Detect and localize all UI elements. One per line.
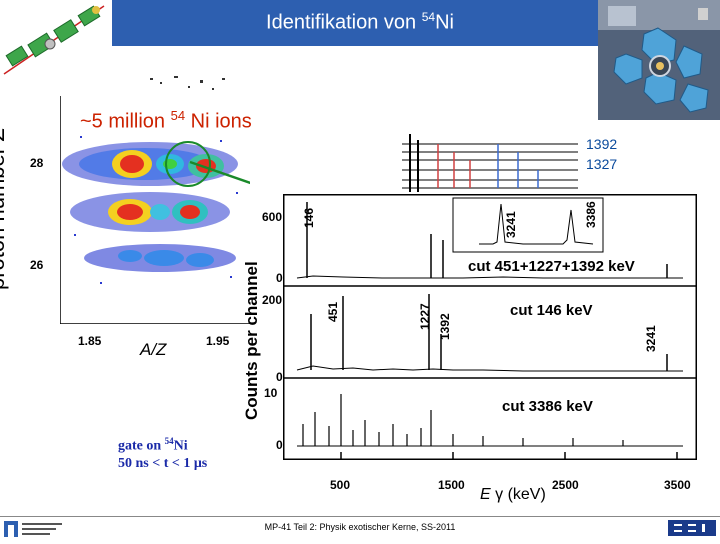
gamma-spectra-frame: [283, 194, 697, 460]
id-plot-ytick-26: 26: [30, 258, 44, 272]
id-plot-ylabel: proton number Z: [0, 127, 9, 290]
panel2-cut-label: cut 146 keV: [510, 302, 593, 319]
university-logo: [2, 517, 98, 539]
id-plot-xlabel: A/Z: [140, 340, 167, 359]
panel1-cut-label: cut 451+1227+1392 keV: [468, 258, 635, 275]
gate-label: gate on 54Ni: [118, 436, 188, 454]
footer-divider: [0, 516, 720, 517]
beamline-logo-image: [0, 0, 112, 96]
id-plot-xtick-1-85: 1.85: [78, 334, 102, 348]
ions-count-label: ~5 million 54 Ni ions: [80, 108, 252, 133]
panel1-ytick-zero: 0: [276, 271, 283, 285]
panel3-cut-label: cut 3386 keV: [502, 398, 593, 415]
peak-146: 146: [302, 207, 316, 228]
footer-text: MP-41 Teil 2: Physik exotischer Kerne, S…: [264, 522, 456, 532]
panel3-ytick-top: 10: [264, 386, 278, 400]
spectra-xtick-1500: 1500: [438, 478, 465, 492]
level-scheme: 1392 1327: [398, 130, 658, 196]
spectra-xtick-2500: 2500: [552, 478, 579, 492]
level-1327: 1327: [586, 156, 618, 172]
id-plot-xtick-1-95: 1.95: [206, 334, 230, 348]
panel1-ytick-top: 600: [262, 210, 283, 224]
spectra-xlabel: E γ (keV): [480, 486, 546, 503]
spectra-ylabel: Counts per channel: [242, 261, 261, 420]
peak-1227: 1227: [418, 303, 432, 330]
detector-array-photo: [598, 0, 720, 120]
identification-plot: [50, 96, 300, 332]
peak-1392: 1392: [438, 313, 452, 340]
panel3-ytick-zero: 0: [276, 438, 283, 452]
id-plot-ytick-28: 28: [30, 156, 44, 170]
gsi-logo: [666, 517, 720, 539]
panel2-ytick-top: 200: [262, 293, 283, 307]
panel2-ytick-zero: 0: [276, 370, 283, 384]
scan-noise-top: [140, 72, 240, 98]
level-1392: 1392: [586, 136, 618, 152]
peak-3241: 3241: [644, 325, 658, 352]
peak-3386-inset: 3386: [584, 201, 598, 228]
spectra-xtick-3500: 3500: [664, 478, 691, 492]
peak-451: 451: [326, 301, 340, 322]
page-title: Identifikation von 54Ni: [266, 10, 454, 34]
peak-3241-inset: 3241: [504, 211, 518, 238]
gate-time-window: 50 ns < t < 1 μs: [118, 456, 208, 471]
spectra-xtick-500: 500: [330, 478, 351, 492]
